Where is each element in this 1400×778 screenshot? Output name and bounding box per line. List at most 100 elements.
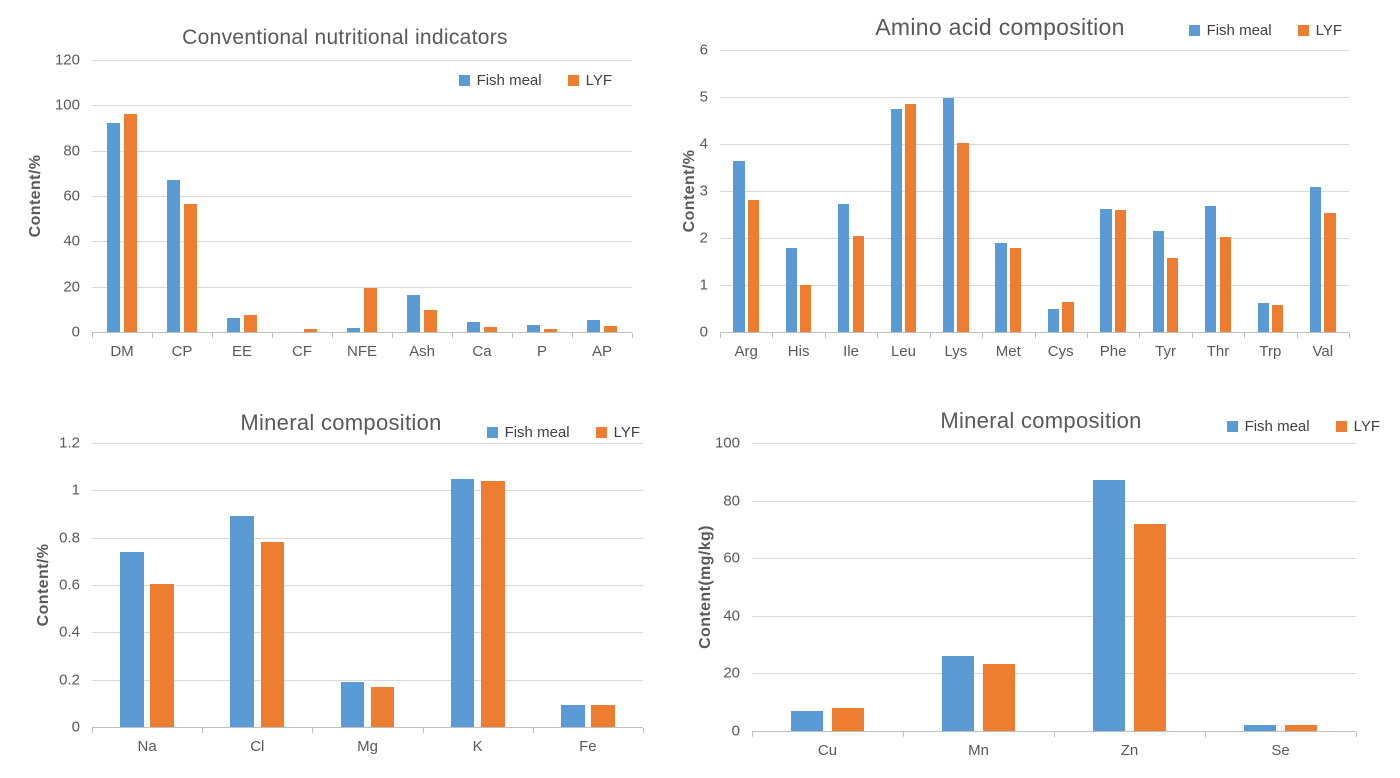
gridline (720, 97, 1349, 98)
bar-fish-meal-mg (340, 682, 365, 727)
gridline (752, 500, 1356, 502)
x-axis-line (720, 332, 1349, 333)
x-axis-tick (312, 728, 314, 733)
bar-lyf-thr (1219, 236, 1231, 332)
legend-item-lyf: LYF (567, 72, 612, 89)
legend-item-fish-meal: Fish meal (486, 424, 570, 441)
chart-title: Amino acid composition (875, 14, 1125, 40)
gridline (92, 105, 632, 107)
gridline (752, 558, 1356, 560)
legend-label: LYF (585, 72, 612, 89)
bar-lyf-met (1009, 248, 1022, 332)
legend-item-lyf: LYF (595, 424, 640, 441)
x-axis-tick (1356, 732, 1357, 737)
bar-fish-meal-arg (733, 161, 745, 332)
x-category-label: Trp (1259, 343, 1282, 360)
x-axis-tick (1191, 333, 1193, 338)
bar-fish-meal-his (785, 248, 798, 332)
bar-lyf-ile (852, 236, 864, 332)
x-axis-tick (92, 333, 93, 338)
y-tick-label: 0.8 (59, 529, 80, 547)
x-category-label: Zn (1120, 742, 1139, 759)
x-axis-tick (752, 732, 753, 737)
y-tick-label: 120 (54, 51, 80, 69)
x-axis-tick (532, 728, 534, 733)
bar-lyf-mn (983, 664, 1016, 731)
bar-fish-meal-ca (467, 321, 481, 332)
x-category-label: NFE (347, 343, 377, 360)
bar-lyf-na (150, 583, 175, 727)
bar-fish-meal-thr (1205, 205, 1217, 332)
x-category-label: Cys (1047, 343, 1074, 360)
y-tick-label: 60 (723, 549, 740, 567)
bar-lyf-zn (1134, 523, 1167, 731)
x-category-label: Thr (1206, 343, 1230, 360)
bar-lyf-p (543, 329, 557, 332)
y-tick-label: 0.6 (59, 576, 80, 594)
x-axis-tick (1034, 333, 1036, 338)
bar-lyf-cf (303, 329, 317, 332)
bar-lyf-ca (483, 327, 497, 332)
chart-title: Mineral composition (240, 410, 442, 435)
bar-fish-meal-lys (943, 97, 955, 332)
y-tick-label: 6 (699, 41, 708, 59)
x-axis-tick (632, 333, 633, 338)
chart-title: Mineral composition (940, 408, 1142, 433)
x-category-label: Met (995, 343, 1021, 360)
bar-fish-meal-fe (560, 704, 585, 727)
x-category-label: Na (137, 738, 157, 755)
x-axis-tick (202, 728, 204, 733)
x-category-label: EE (231, 343, 253, 360)
legend: Fish meal LYF (458, 72, 612, 89)
x-category-label: DM (110, 343, 134, 360)
y-tick-label: 2 (699, 229, 708, 247)
x-category-label: Mn (968, 742, 989, 759)
y-tick-label: 4 (699, 135, 708, 153)
x-axis-tick (1296, 333, 1298, 338)
y-axis-title: Content/% (35, 543, 52, 627)
chart-mineral-composition-percent: Mineral composition Content/% 0 0.2 0.4 0.6 0.… (0, 390, 660, 778)
x-category-label: Lys (944, 343, 968, 360)
bar-lyf-k (481, 480, 505, 727)
gridline (720, 285, 1349, 286)
bar-lyf-ee (243, 314, 257, 332)
y-tick-label: 3 (699, 182, 708, 200)
legend-item-fish-meal: Fish meal (458, 72, 542, 89)
y-tick-label: 40 (63, 232, 80, 250)
y-tick-label: 0 (71, 718, 80, 736)
x-category-label: K (472, 738, 483, 755)
legend-swatch-fish-meal (486, 427, 498, 438)
x-category-label: Ash (409, 343, 435, 360)
x-category-label: Cu (817, 742, 838, 759)
bar-fish-meal-ile (838, 204, 850, 332)
legend-item-lyf: LYF (1335, 418, 1380, 435)
y-tick-label: 0.4 (59, 623, 80, 641)
bar-lyf-dm (123, 114, 137, 332)
x-category-label: Val (1312, 343, 1334, 360)
x-axis-tick (512, 333, 513, 338)
x-axis-tick (877, 333, 879, 338)
legend-swatch-lyf (567, 75, 579, 86)
bar-lyf-fe (591, 704, 615, 727)
x-axis-tick (92, 728, 93, 733)
bar-lyf-leu (905, 103, 917, 332)
bar-fish-meal-se (1243, 725, 1276, 731)
x-category-label: Fe (579, 738, 597, 755)
bar-fish-meal-p (527, 324, 541, 332)
y-tick-label: 1 (699, 276, 708, 294)
gridline (92, 490, 643, 492)
y-tick-label: 40 (723, 607, 740, 625)
bar-lyf-val (1324, 213, 1336, 332)
legend-swatch-lyf (1297, 25, 1309, 36)
y-tick-label: 1 (71, 481, 80, 499)
bar-fish-meal-ap (587, 319, 601, 332)
bar-fish-meal-cu (790, 710, 823, 731)
bar-fish-meal-ash (407, 295, 421, 332)
bar-fish-meal-ee (227, 317, 241, 332)
y-axis-title: Content/% (681, 149, 698, 233)
bar-fish-meal-leu (890, 108, 902, 332)
gridline (92, 150, 632, 152)
y-axis-title: Content(mg/kg) (697, 525, 714, 649)
y-tick-label: 80 (723, 492, 740, 510)
